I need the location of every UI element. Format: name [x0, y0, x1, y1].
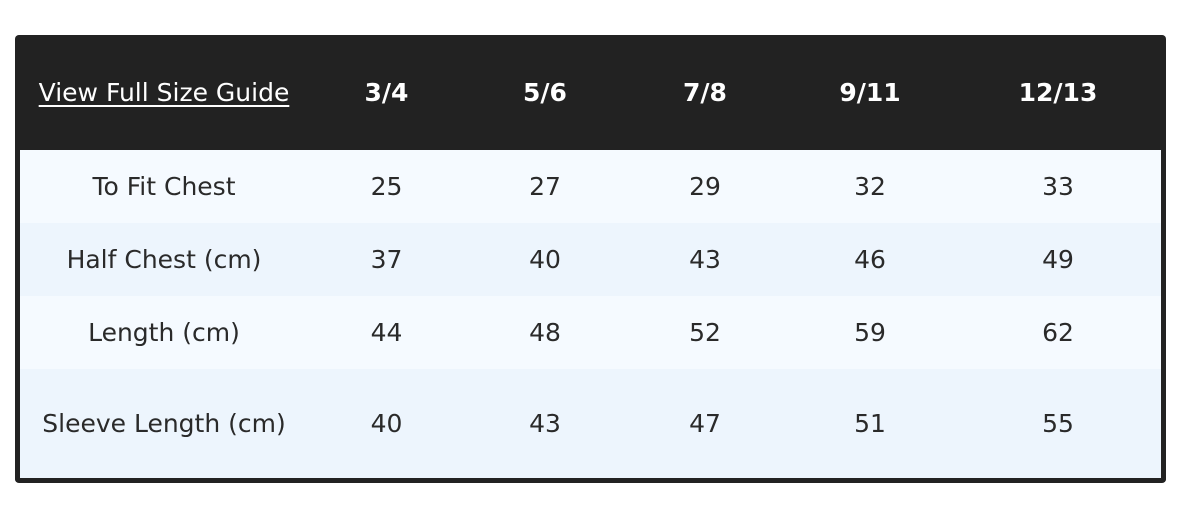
measurement-cell: 44 [308, 296, 465, 369]
table-row: Half Chest (cm) 37 40 43 46 49 [20, 223, 1161, 296]
row-label: Sleeve Length (cm) [20, 369, 308, 478]
measurement-cell: 27 [465, 150, 625, 223]
measurement-cell: 48 [465, 296, 625, 369]
measurement-cell: 43 [465, 369, 625, 478]
measurement-cell: 62 [955, 296, 1161, 369]
measurement-cell: 59 [785, 296, 955, 369]
measurement-cell: 49 [955, 223, 1161, 296]
row-label: To Fit Chest [20, 150, 308, 223]
row-label: Length (cm) [20, 296, 308, 369]
measurement-cell: 46 [785, 223, 955, 296]
guide-cell: View Full Size Guide [20, 35, 308, 150]
view-full-size-guide-link[interactable]: View Full Size Guide [38, 77, 290, 107]
size-header: 7/8 [625, 35, 785, 150]
measurement-cell: 47 [625, 369, 785, 478]
size-header: 5/6 [465, 35, 625, 150]
size-chart: View Full Size Guide 3/4 5/6 7/8 9/11 12… [15, 35, 1166, 483]
table-row: Length (cm) 44 48 52 59 62 [20, 296, 1161, 369]
measurement-cell: 55 [955, 369, 1161, 478]
size-header: 9/11 [785, 35, 955, 150]
row-label: Half Chest (cm) [20, 223, 308, 296]
measurement-cell: 52 [625, 296, 785, 369]
measurement-cell: 40 [308, 369, 465, 478]
size-header: 12/13 [955, 35, 1161, 150]
measurement-cell: 40 [465, 223, 625, 296]
table-row: To Fit Chest 25 27 29 32 33 [20, 150, 1161, 223]
measurement-cell: 32 [785, 150, 955, 223]
measurement-cell: 33 [955, 150, 1161, 223]
size-header: 3/4 [308, 35, 465, 150]
measurement-cell: 29 [625, 150, 785, 223]
size-table: View Full Size Guide 3/4 5/6 7/8 9/11 12… [20, 35, 1161, 478]
measurement-cell: 25 [308, 150, 465, 223]
table-row: Sleeve Length (cm) 40 43 47 51 55 [20, 369, 1161, 478]
header-row: View Full Size Guide 3/4 5/6 7/8 9/11 12… [20, 35, 1161, 150]
measurement-cell: 51 [785, 369, 955, 478]
measurement-cell: 43 [625, 223, 785, 296]
measurement-cell: 37 [308, 223, 465, 296]
